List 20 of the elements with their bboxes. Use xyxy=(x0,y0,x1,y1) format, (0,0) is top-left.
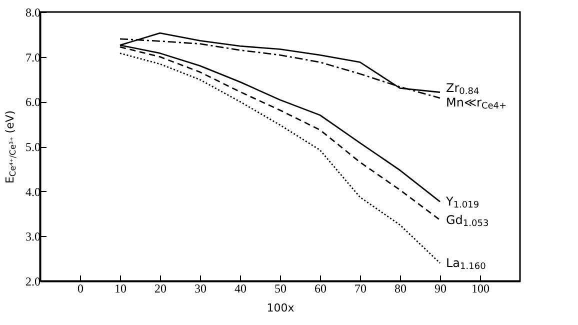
x-tick-label: 40 xyxy=(234,282,246,296)
x-tick-label: 30 xyxy=(194,282,206,296)
x-tick-label: 0 xyxy=(78,282,84,296)
x-tick-label: 90 xyxy=(434,282,446,296)
series-label: Mn≪r$_{Ce4+}$ xyxy=(446,96,507,112)
series-label: Gd$_{1.053}$ xyxy=(446,213,489,230)
line-series xyxy=(119,52,441,264)
x-tick-label: 20 xyxy=(154,282,166,296)
x-tick-label: 10 xyxy=(114,282,126,296)
series-label: La$_{1.160}$ xyxy=(446,256,486,272)
y-tick-label: 2.0 xyxy=(26,274,40,288)
series-label: Y$_{1.019}$ xyxy=(445,194,480,211)
x-tick-label: 60 xyxy=(314,282,326,296)
x-tick-label: 70 xyxy=(354,282,366,296)
x-tick-label: 50 xyxy=(274,282,286,296)
x-tick-label: 80 xyxy=(394,282,406,296)
series-label: Zr$_{0.84}$ xyxy=(446,80,480,98)
x-tick-label: 100 xyxy=(472,282,490,296)
x-axis-title: 100x xyxy=(266,302,295,314)
y-tick-label: 8.0 xyxy=(26,6,40,20)
